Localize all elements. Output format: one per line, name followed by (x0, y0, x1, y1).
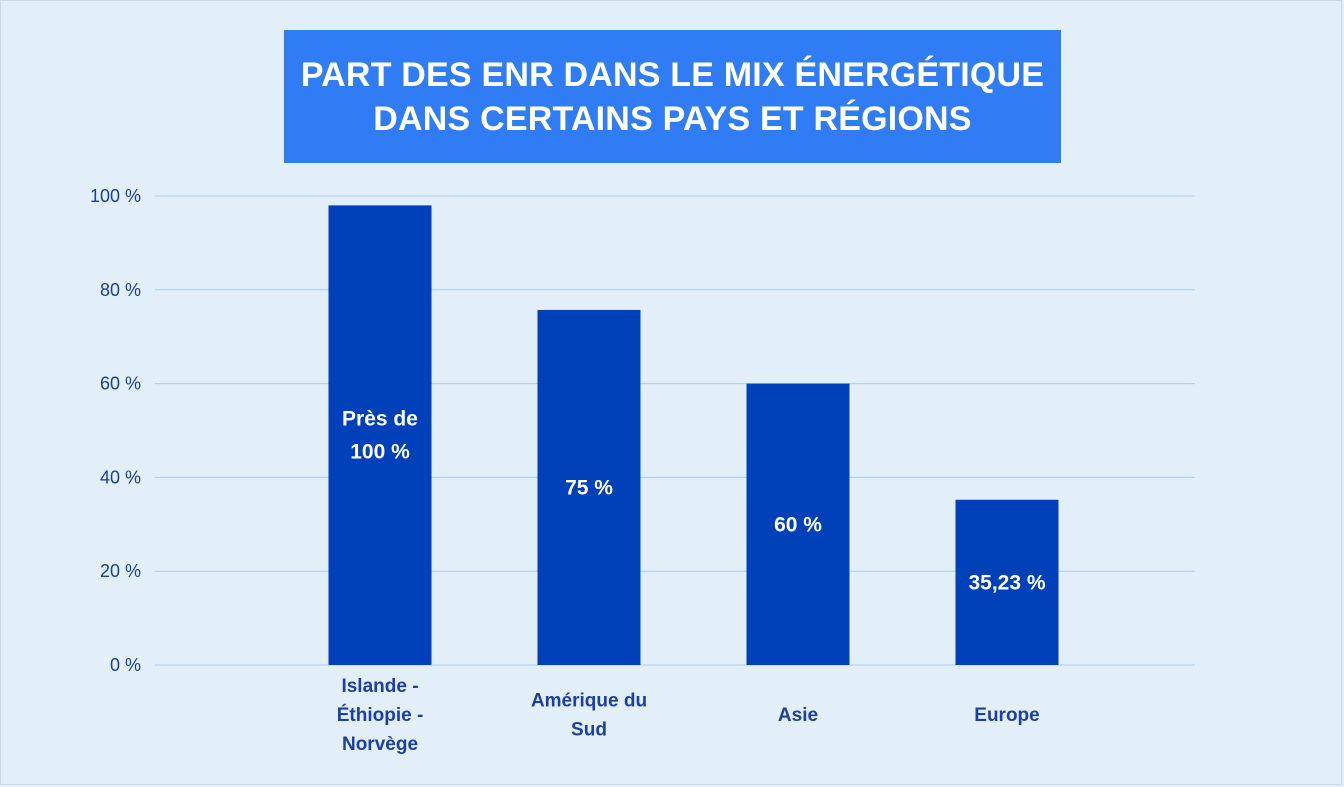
bar-data-label: 35,23 % (968, 571, 1045, 594)
bar-data-label: 75 % (565, 476, 613, 499)
bar (328, 205, 432, 665)
chart-title-box: PART DES ENR DANS LE MIX ÉNERGÉTIQUE DAN… (284, 30, 1061, 163)
y-tick-label: 0 % (110, 655, 141, 675)
x-category-label: Amérique du (531, 691, 647, 712)
x-category-label: Islande - (341, 676, 418, 697)
bar-data-label: 100 % (350, 441, 410, 464)
bar-data-label: Près de (342, 408, 418, 431)
x-category-label: Sud (571, 720, 607, 741)
y-tick-label: 60 % (100, 374, 141, 394)
x-category-label: Éthiopie - (337, 704, 424, 726)
bar (537, 309, 641, 665)
chart-title-line-1: PART DES ENR DANS LE MIX ÉNERGÉTIQUE (300, 55, 1045, 94)
bar (746, 383, 850, 665)
x-category-label: Norvège (342, 734, 418, 755)
x-category-label: Asie (778, 705, 818, 726)
bar (955, 499, 1059, 665)
y-tick-label: 40 % (100, 467, 141, 487)
y-tick-label: 80 % (100, 280, 141, 300)
chart-title-line-2: DANS CERTAINS PAYS ET RÉGIONS (373, 99, 972, 138)
y-tick-label: 20 % (100, 561, 141, 581)
y-tick-label: 100 % (90, 186, 141, 206)
x-category-label: Europe (974, 705, 1039, 726)
bar-data-label: 60 % (774, 513, 822, 536)
